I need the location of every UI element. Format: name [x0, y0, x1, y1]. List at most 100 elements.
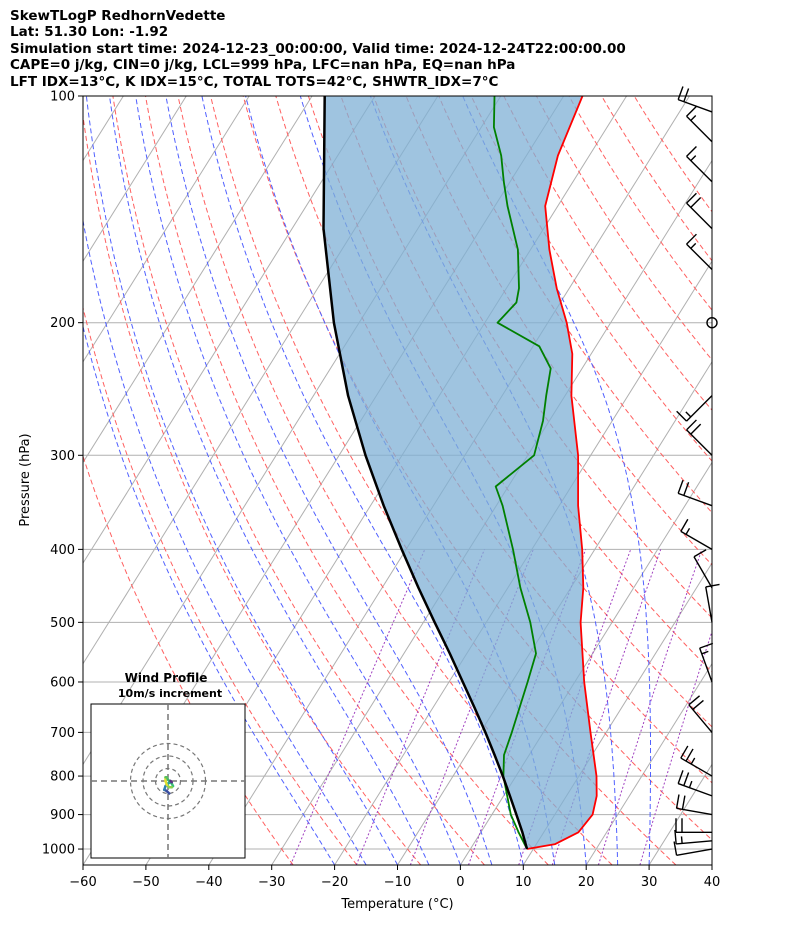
wind-barb: [686, 192, 713, 230]
dry-adiabat-line: [83, 454, 294, 865]
barb-feather: [693, 549, 707, 558]
mixing-ratio-line: [597, 549, 703, 865]
cin-shade-area: [323, 96, 597, 849]
barb-half-feather: [688, 780, 693, 788]
isotherm-line: [522, 562, 712, 865]
y-tick-label: 500: [50, 616, 75, 631]
isotherm-line: [585, 662, 712, 865]
y-tick-label: 700: [50, 726, 75, 741]
barb-feather: [676, 410, 688, 422]
wind-barb: [680, 518, 713, 550]
x-tick-label: −60: [69, 875, 96, 890]
wind-barb: [677, 86, 713, 113]
wind-barb: [686, 105, 713, 143]
dry-adiabat-line: [112, 96, 485, 865]
moist-adiabat-line: [85, 96, 398, 865]
barb-feather: [686, 145, 697, 157]
barb-feather: [705, 583, 720, 588]
barb-staff: [686, 243, 713, 271]
dewpoint-profile-line: [493, 96, 552, 850]
chart-header: SkewTLogP RedhornVedette Lat: 51.30 Lon:…: [10, 8, 626, 90]
y-tick-label: 1000: [42, 843, 75, 858]
barb-staff: [686, 115, 713, 143]
dry-adiabat-line: [438, 96, 712, 514]
hodograph-plot: [91, 704, 245, 858]
dry-adiabat-line: [470, 96, 712, 462]
x-tick-label: 30: [641, 875, 658, 890]
moist-adiabat-line: [201, 96, 524, 865]
indices-line-2: LFT IDX=13°C, K IDX=15°C, TOTAL TOTS=42°…: [10, 73, 499, 90]
wind-barb: [686, 233, 713, 271]
x-tick-label: −30: [258, 875, 285, 890]
barb-half-feather: [690, 155, 697, 162]
barb-staff: [686, 155, 713, 183]
indices-line-1: CAPE=0 j/kg, CIN=0 j/kg, LCL=999 hPa, LF…: [10, 57, 516, 74]
barb-staff: [686, 202, 713, 230]
wind-barb: [676, 395, 713, 422]
dry-adiabat-line: [601, 96, 712, 262]
barb-feather: [683, 482, 690, 496]
y-tick-label: 600: [50, 675, 75, 690]
wind-barb: [677, 479, 713, 507]
barb-feather: [686, 105, 697, 117]
barb-feather: [681, 795, 686, 810]
barb-feather: [690, 423, 702, 435]
location-line: Lat: 51.30 Lon: -1.92: [10, 24, 169, 41]
barb-half-feather: [701, 650, 709, 655]
barb-feather: [685, 748, 694, 762]
x-axis-label: Temperature (°C): [340, 897, 453, 912]
wind-barb: [686, 419, 713, 456]
barb-half-feather: [690, 757, 696, 765]
isotherm-line: [83, 96, 313, 464]
x-tick-label: −40: [195, 875, 222, 890]
hodograph-segment: [169, 779, 173, 784]
barb-feather: [675, 794, 680, 809]
x-tick-label: 10: [515, 875, 532, 890]
y-tick-label: 300: [50, 449, 75, 464]
barb-half-feather: [690, 242, 697, 249]
wind-barb: [705, 583, 720, 623]
hodograph-title: Wind Profile: [125, 671, 208, 685]
wind-barb: [673, 841, 713, 856]
barb-half-feather: [685, 527, 691, 535]
isotherm-line: [83, 96, 376, 565]
dry-adiabat-line: [503, 96, 712, 411]
isotherm-line: [648, 763, 712, 865]
barb-staff: [705, 586, 713, 623]
barb-feather: [699, 642, 714, 649]
barb-staff: [680, 757, 713, 777]
wind-barb: [699, 642, 714, 683]
barb-half-feather: [685, 411, 692, 418]
barb-feather: [677, 770, 684, 784]
wind-barb: [675, 818, 712, 833]
y-tick-label: 200: [50, 316, 75, 331]
moist-adiabat-line: [135, 96, 461, 865]
wind-barb: [674, 829, 713, 845]
y-tick-label: 900: [50, 808, 75, 823]
time-line: Simulation start time: 2024-12-23_00:00:…: [10, 40, 626, 57]
dry-adiabat-line: [145, 96, 549, 865]
wind-barb: [677, 770, 713, 797]
moist-adiabat-line: [109, 96, 430, 865]
isotherm-line: [83, 96, 250, 363]
x-tick-label: 20: [578, 875, 595, 890]
barb-feather: [686, 419, 697, 431]
x-tick-label: 0: [456, 875, 464, 890]
barb-feather: [674, 829, 677, 844]
x-tick-label: −10: [384, 875, 411, 890]
barb-staff: [680, 530, 713, 550]
x-tick-label: −20: [321, 875, 348, 890]
barb-feather: [686, 192, 697, 204]
barb-feather: [692, 699, 704, 710]
dry-adiabat-line: [83, 305, 358, 865]
y-tick-label: 100: [50, 90, 75, 105]
moist-adiabat-line: [165, 96, 493, 865]
x-tick-label: 40: [704, 875, 721, 890]
moist-adiabat-line: [462, 96, 652, 865]
wind-barb: [688, 695, 713, 733]
wind-barb: [680, 745, 713, 777]
barb-half-feather: [690, 115, 697, 121]
barb-staff: [693, 556, 713, 589]
mixing-ratio-line: [409, 549, 534, 865]
